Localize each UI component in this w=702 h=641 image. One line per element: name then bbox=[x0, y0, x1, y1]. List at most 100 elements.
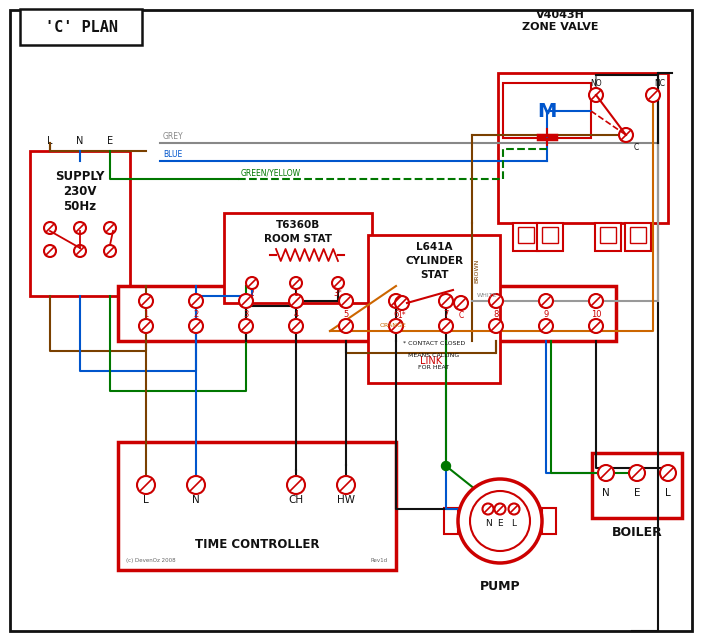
Text: BOILER: BOILER bbox=[611, 526, 663, 538]
Bar bbox=[542, 508, 556, 534]
Bar bbox=[30, 151, 130, 296]
Text: N: N bbox=[192, 495, 200, 505]
Text: 50Hz: 50Hz bbox=[63, 199, 97, 213]
Bar bbox=[224, 213, 372, 303]
Text: CYLINDER: CYLINDER bbox=[405, 256, 463, 266]
Circle shape bbox=[339, 319, 353, 333]
Circle shape bbox=[489, 294, 503, 308]
Bar bbox=[518, 227, 534, 243]
Text: STAT: STAT bbox=[420, 270, 449, 280]
Text: L641A: L641A bbox=[416, 242, 452, 252]
Text: (c) DevenOz 2008: (c) DevenOz 2008 bbox=[126, 558, 176, 563]
Text: 8: 8 bbox=[494, 310, 498, 319]
Text: 10: 10 bbox=[591, 310, 601, 319]
Text: N: N bbox=[77, 136, 84, 146]
Text: C: C bbox=[458, 310, 463, 319]
Circle shape bbox=[337, 476, 355, 494]
Circle shape bbox=[439, 294, 453, 308]
Text: TIME CONTROLLER: TIME CONTROLLER bbox=[194, 538, 319, 551]
Text: L: L bbox=[665, 488, 671, 498]
Bar bbox=[592, 453, 682, 518]
Text: 1*: 1* bbox=[398, 310, 406, 319]
Text: GREY: GREY bbox=[163, 132, 184, 141]
Circle shape bbox=[74, 222, 86, 234]
Text: 2: 2 bbox=[193, 310, 199, 319]
Circle shape bbox=[458, 479, 542, 563]
Circle shape bbox=[246, 277, 258, 289]
Text: WHITE: WHITE bbox=[477, 293, 498, 298]
Bar bbox=[118, 442, 396, 570]
Text: Rev1d: Rev1d bbox=[371, 558, 388, 563]
Circle shape bbox=[104, 222, 116, 234]
Circle shape bbox=[629, 465, 645, 481]
Circle shape bbox=[332, 277, 344, 289]
Circle shape bbox=[189, 294, 203, 308]
Text: C: C bbox=[633, 142, 639, 151]
Text: T6360B: T6360B bbox=[276, 220, 320, 230]
Text: M: M bbox=[537, 101, 557, 121]
Text: 9: 9 bbox=[543, 310, 549, 319]
Text: 'C' PLAN: 'C' PLAN bbox=[44, 19, 117, 35]
Text: SUPPLY: SUPPLY bbox=[55, 169, 105, 183]
Circle shape bbox=[442, 462, 451, 470]
Text: PUMP: PUMP bbox=[479, 579, 520, 592]
Circle shape bbox=[489, 319, 503, 333]
Bar bbox=[625, 223, 651, 251]
Text: MEANS CALLING: MEANS CALLING bbox=[409, 353, 460, 358]
Bar bbox=[444, 508, 458, 534]
Text: 6: 6 bbox=[393, 310, 399, 319]
Circle shape bbox=[239, 319, 253, 333]
Text: GREEN/YELLOW: GREEN/YELLOW bbox=[241, 168, 301, 177]
Text: N: N bbox=[484, 519, 491, 528]
Text: * CONTACT CLOSED: * CONTACT CLOSED bbox=[403, 340, 465, 345]
Circle shape bbox=[439, 319, 453, 333]
Bar bbox=[537, 223, 563, 251]
Text: NO: NO bbox=[590, 78, 602, 88]
Circle shape bbox=[239, 294, 253, 308]
Text: L: L bbox=[47, 136, 53, 146]
Bar bbox=[542, 227, 558, 243]
Circle shape bbox=[290, 277, 302, 289]
Circle shape bbox=[74, 245, 86, 257]
Text: 4: 4 bbox=[293, 310, 298, 319]
Text: E: E bbox=[497, 519, 503, 528]
Text: ROOM STAT: ROOM STAT bbox=[264, 234, 332, 244]
Text: E: E bbox=[107, 136, 113, 146]
Text: 1: 1 bbox=[293, 288, 298, 297]
Bar bbox=[368, 235, 500, 383]
Circle shape bbox=[389, 319, 403, 333]
Circle shape bbox=[589, 88, 603, 102]
Text: L: L bbox=[143, 495, 149, 505]
Text: 3: 3 bbox=[244, 310, 249, 319]
Circle shape bbox=[539, 294, 553, 308]
Text: L: L bbox=[512, 519, 517, 528]
Circle shape bbox=[470, 491, 530, 551]
Text: 5: 5 bbox=[343, 310, 349, 319]
Circle shape bbox=[660, 465, 676, 481]
Text: FOR HEAT: FOR HEAT bbox=[418, 365, 449, 369]
Text: BLUE: BLUE bbox=[163, 150, 183, 159]
Text: CH: CH bbox=[289, 495, 303, 505]
Circle shape bbox=[189, 319, 203, 333]
Circle shape bbox=[44, 245, 56, 257]
Text: ZONE VALVE: ZONE VALVE bbox=[522, 22, 598, 32]
Bar bbox=[600, 227, 616, 243]
Circle shape bbox=[104, 245, 116, 257]
Circle shape bbox=[139, 319, 153, 333]
Circle shape bbox=[494, 503, 505, 515]
Circle shape bbox=[619, 128, 633, 142]
Text: E: E bbox=[634, 488, 640, 498]
Text: BROWN: BROWN bbox=[474, 259, 479, 283]
Circle shape bbox=[598, 465, 614, 481]
Bar bbox=[595, 223, 621, 251]
Circle shape bbox=[389, 294, 403, 308]
Circle shape bbox=[395, 296, 409, 310]
Circle shape bbox=[508, 503, 519, 515]
Text: LINK: LINK bbox=[420, 356, 442, 366]
Circle shape bbox=[482, 503, 494, 515]
Bar bbox=[20, 9, 142, 45]
Circle shape bbox=[44, 222, 56, 234]
Text: 2: 2 bbox=[250, 288, 254, 297]
Text: NC: NC bbox=[654, 78, 665, 88]
Text: ORANGE: ORANGE bbox=[380, 323, 406, 328]
